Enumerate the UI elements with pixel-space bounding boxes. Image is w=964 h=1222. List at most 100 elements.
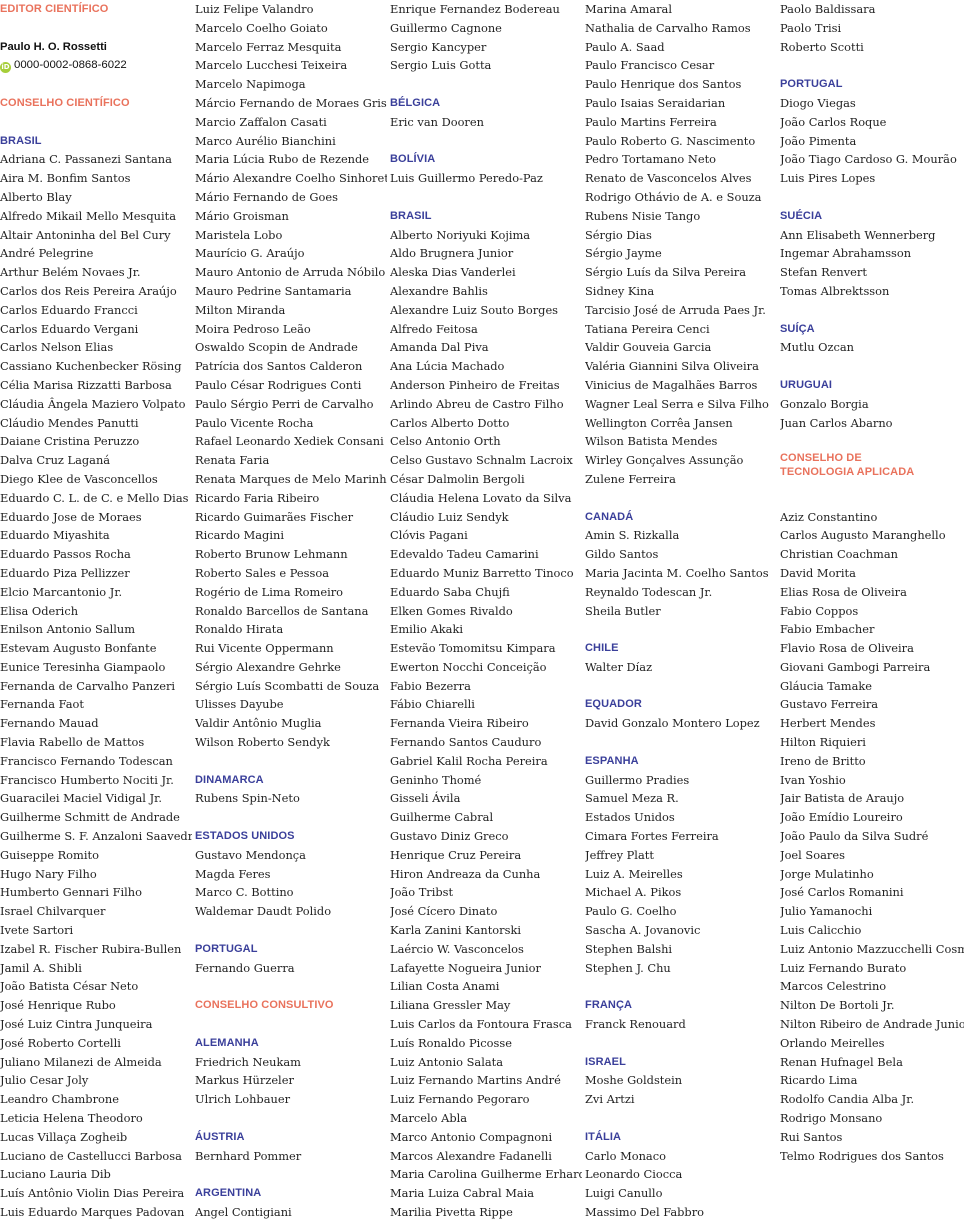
member-name: Mário Groisman — [195, 208, 289, 223]
member-name: Rodolfo Candia Alba Jr. — [780, 1092, 915, 1107]
member-name: Paulo Roberto G. Nascimento — [585, 133, 756, 148]
spacer — [0, 113, 192, 132]
member-name: Eduardo Piza Pellizzer — [0, 565, 130, 580]
member-name: Eric van Dooren — [390, 114, 484, 129]
member-name: Sérgio Luís da Silva Pereira — [585, 265, 747, 280]
member-name: Amanda Dal Piva — [390, 340, 489, 355]
member-name: Karla Zanini Kantorski — [390, 923, 521, 938]
member-name: Jair Batista de Araujo — [780, 791, 905, 806]
member-name: Paulo Francisco Cesar — [585, 58, 715, 73]
member-name: João Paulo da Silva Sudré — [780, 829, 929, 844]
member-name: Clóvis Pagani — [390, 528, 468, 543]
member-name: Alexandre Bahlis — [390, 283, 488, 298]
member-name: Wirley Gonçalves Assunção — [585, 453, 744, 468]
member-name: Jorge Mulatinho — [780, 866, 874, 881]
member-name: Ronaldo Hirata — [195, 622, 284, 637]
member-name: Alfredo Mikail Mello Mesquita — [0, 208, 177, 223]
orcid-icon: iD — [0, 62, 11, 74]
country-heading: BRASIL — [390, 209, 432, 222]
member-name: Fabio Embacher — [780, 622, 875, 637]
member-name: Wilson Roberto Sendyk — [195, 735, 330, 750]
spacer — [390, 75, 582, 94]
country-heading: ISRAEL — [585, 1055, 626, 1068]
member-name: Tarcisio José de Arruda Paes Jr. — [585, 302, 766, 317]
member-name: Fernando Guerra — [195, 960, 295, 975]
member-name: Guillermo Pradies — [585, 772, 690, 787]
member-name: Wilson Batista Mendes — [585, 434, 718, 449]
member-name: Telmo Rodrigues dos Santos — [780, 1148, 944, 1163]
spacer — [780, 188, 964, 207]
spacer — [195, 1015, 387, 1034]
member-name: Paulo Vicente Rocha — [195, 415, 314, 430]
member-name: Gustavo Diniz Greco — [390, 829, 509, 844]
member-name: Marcos Alexandre Fadanelli — [390, 1148, 552, 1163]
member-name: Sérgio Alexandre Gehrke — [195, 659, 341, 674]
member-name: Walter Díaz — [585, 659, 653, 674]
member-name: João Carlos Roque — [780, 114, 887, 129]
member-name: Marco Aurélio Bianchini — [195, 133, 336, 148]
member-name: Stephen Balshi — [585, 941, 673, 956]
member-name: Gildo Santos — [585, 547, 659, 562]
member-name: Ronaldo Barcellos de Santana — [195, 603, 369, 618]
spacer — [585, 977, 777, 996]
member-name: Maristela Lobo — [195, 227, 283, 242]
member-name: Anderson Pinheiro de Freitas — [390, 377, 560, 392]
member-name: Eduardo Miyashita — [0, 528, 110, 543]
member-name: David Morita — [780, 565, 856, 580]
member-name: Luis Calicchio — [780, 923, 862, 938]
member-name: Ireno de Britto — [780, 753, 866, 768]
member-name: Orlando Meirelles — [780, 1035, 885, 1050]
member-name: Francisco Fernando Todescan — [0, 753, 173, 768]
member-name: João Emídio Loureiro — [780, 810, 903, 825]
member-name: Gustavo Ferreira — [780, 697, 879, 712]
member-name: Paulo Henrique dos Santos — [585, 77, 742, 92]
member-name: Guaracilei Maciel Vidigal Jr. — [0, 791, 162, 806]
member-name: Mutlu Ozcan — [780, 340, 855, 355]
country-heading: CANADÁ — [585, 510, 634, 523]
spacer — [195, 1165, 387, 1184]
member-name: André Pelegrine — [0, 246, 94, 261]
member-name: Fabio Coppos — [780, 603, 859, 618]
member-name: Paolo Baldissara — [780, 2, 876, 16]
member-name: Valéria Giannini Silva Oliveira — [585, 359, 759, 374]
member-name: Fernando Santos Cauduro — [390, 735, 542, 750]
member-name: Aira M. Bonfim Santos — [0, 171, 131, 186]
member-name: Fernanda de Carvalho Panzeri — [0, 678, 176, 693]
spacer — [585, 489, 777, 508]
member-name: Oswaldo Scopin de Andrade — [195, 340, 358, 355]
member-name: Emilio Akaki — [390, 622, 463, 637]
spacer — [390, 132, 582, 151]
member-name: Roberto Scotti — [780, 39, 864, 54]
member-name: Diogo Viegas — [780, 95, 856, 110]
member-name: Nilton De Bortoli Jr. — [780, 998, 895, 1013]
member-name: Roberto Sales e Pessoa — [195, 565, 330, 580]
section-heading-line-2: TECNOLOGIA APLICADA — [780, 466, 915, 479]
orcid-link[interactable]: iD 0000-0002-0868-6022 — [0, 56, 192, 75]
member-name: Ricardo Faria Ribeiro — [195, 490, 320, 505]
member-name: Rui Santos — [780, 1129, 843, 1144]
member-name: Estevam Augusto Bonfante — [0, 641, 157, 656]
country-heading: CHILE — [585, 642, 619, 655]
member-name: Wellington Corrêa Jansen — [585, 415, 733, 430]
country-heading: ITÁLIA — [585, 1130, 622, 1143]
member-name: Marco Antonio Compagnoni — [390, 1129, 553, 1144]
spacer — [780, 301, 964, 320]
spacer — [585, 733, 777, 752]
member-name: Luis Carlos da Fontoura Frasca — [390, 1017, 572, 1032]
editor-name: Paulo H. O. Rossetti — [0, 40, 107, 53]
member-name: Elisa Oderich — [0, 603, 79, 618]
member-name: João Batista César Neto — [0, 979, 139, 994]
member-name: Valdir Antônio Muglia — [195, 716, 322, 731]
member-name: Milton Miranda — [195, 302, 286, 317]
member-name: Gisseli Ávila — [390, 791, 461, 806]
member-name: Fernanda Faot — [0, 697, 84, 712]
member-name: Moshe Goldstein — [585, 1073, 683, 1088]
orcid-id: 0000-0002-0868-6022 — [14, 59, 127, 72]
member-name: Luis Guillermo Peredo-Paz — [390, 171, 543, 186]
member-name: Eduardo Muniz Barretto Tinoco — [390, 565, 574, 580]
spacer — [390, 188, 582, 207]
member-name: Marco C. Bottino — [195, 885, 294, 900]
member-name: Elcio Marcantonio Jr. — [0, 584, 123, 599]
member-name: Adriana C. Passanezi Santana — [0, 152, 172, 167]
member-name: João Tiago Cardoso G. Mourão — [780, 152, 957, 167]
